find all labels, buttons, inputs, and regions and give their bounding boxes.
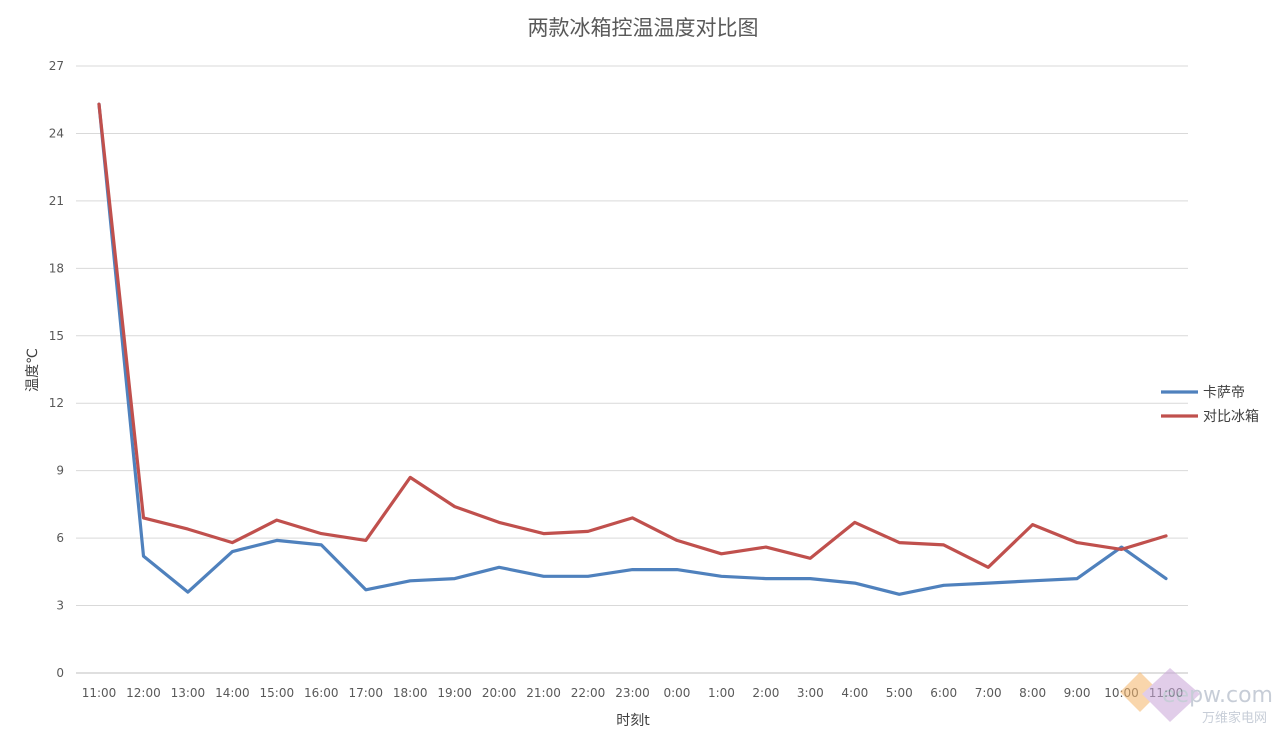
x-tick-label: 4:00 [841,686,868,700]
x-tick-label: 7:00 [975,686,1002,700]
series-line-0 [97,102,1168,596]
y-tick-label: 6 [56,531,64,545]
x-tick-label: 0:00 [663,686,690,700]
watermark-subtext: 万维家电网 [1202,710,1267,726]
y-tick-labels: 0 3 6 9 12 15 18 21 24 27 [49,59,64,680]
watermark: eepw.com 万维家电网 [1120,668,1273,726]
x-tick-label: 3:00 [797,686,824,700]
y-tick-label: 18 [49,261,64,275]
x-tick-label: 20:00 [482,686,517,700]
x-tick-label: 15:00 [260,686,295,700]
x-tick-label: 23:00 [615,686,650,700]
x-tick-label: 21:00 [526,686,561,700]
y-tick-label: 9 [56,464,64,478]
y-tick-label: 24 [49,126,64,140]
watermark-logo-diamond-purple [1142,668,1200,722]
y-tick-label: 12 [49,396,64,410]
x-tick-label: 19:00 [437,686,472,700]
x-tick-label: 12:00 [126,686,161,700]
x-tick-label: 11:00 [82,686,117,700]
series-lines [97,102,1168,596]
x-tick-labels: 11:00 12:00 13:00 14:00 15:00 16:00 17:00 18:00… [82,686,1184,700]
x-tick-label: 16:00 [304,686,339,700]
legend-label-1: 对比冰箱 [1203,409,1259,425]
x-tick-label: 5:00 [886,686,913,700]
x-tick-label: 1:00 [708,686,735,700]
x-tick-label: 2:00 [752,686,779,700]
y-tick-label: 21 [49,194,64,208]
watermark-text: eepw.com [1162,683,1273,708]
y-axis-label: 温度℃ [25,348,41,392]
y-tick-label: 0 [56,666,64,680]
y-tick-label: 3 [56,599,64,613]
x-tick-label: 17:00 [348,686,383,700]
y-tick-label: 15 [49,329,64,343]
x-tick-label: 18:00 [393,686,428,700]
x-tick-label: 14:00 [215,686,250,700]
chart-title: 两款冰箱控温温度对比图 [528,16,759,40]
x-tick-label: 6:00 [930,686,957,700]
gridlines [76,65,1188,674]
x-tick-label: 22:00 [571,686,606,700]
legend-label-0: 卡萨帝 [1203,385,1245,401]
x-tick-label: 9:00 [1064,686,1091,700]
series-line-1 [97,102,1168,569]
x-tick-label: 13:00 [171,686,206,700]
y-tick-label: 27 [49,59,64,73]
x-tick-label: 8:00 [1019,686,1046,700]
x-axis-label: 时刻t [616,713,650,729]
